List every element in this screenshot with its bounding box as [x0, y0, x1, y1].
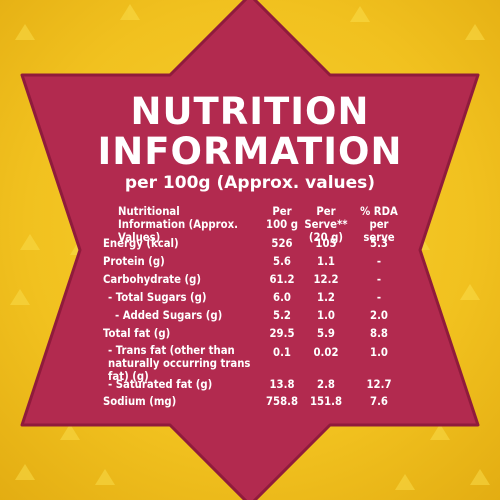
title-line-2: INFORMATION — [97, 130, 403, 173]
row-per-serve: 12.2 — [313, 272, 339, 286]
row-per-100g: 526 — [271, 236, 293, 250]
header-rda: % RDA per serve — [360, 204, 398, 244]
row-rda: 2.0 — [370, 308, 388, 322]
row-name: - Added Sugars (g) — [115, 308, 223, 322]
row-name: Protein (g) — [103, 254, 165, 268]
row-name: Sodium (mg) — [103, 394, 177, 408]
row-per-100g: 29.5 — [269, 326, 295, 340]
row-name: - Trans fat (other than naturally occurr… — [108, 343, 251, 383]
row-per-serve: 105 — [315, 236, 337, 250]
row-per-100g: 5.2 — [273, 308, 291, 322]
row-name: Carbohydrate (g) — [103, 272, 202, 286]
row-rda: 8.8 — [370, 326, 388, 340]
row-rda: 5.3 — [370, 236, 388, 250]
row-rda: - — [376, 272, 382, 286]
title-line-1: NUTRITION — [130, 90, 370, 133]
row-name: Energy (kcal) — [103, 236, 179, 250]
row-per-100g: 13.8 — [269, 377, 295, 391]
row-rda: 1.0 — [370, 345, 388, 359]
row-per-serve: 1.2 — [317, 290, 335, 304]
row-per-serve: 1.0 — [317, 308, 335, 322]
row-per-100g: 0.1 — [273, 345, 291, 359]
header-nutrient: Nutritional Information (Approx. Values) — [118, 204, 238, 244]
star-shape — [20, 0, 480, 500]
row-name: - Total Sugars (g) — [108, 290, 207, 304]
row-rda: 7.6 — [370, 394, 388, 408]
row-rda: - — [376, 290, 382, 304]
subtitle: per 100g (Approx. values) — [124, 173, 376, 193]
row-per-100g: 5.6 — [273, 254, 291, 268]
row-rda: 12.7 — [366, 377, 392, 391]
row-per-serve: 1.1 — [317, 254, 335, 268]
row-per-100g: 61.2 — [269, 272, 295, 286]
header-per-serve: Per Serve** (20 g) — [304, 204, 348, 244]
row-per-100g: 6.0 — [273, 290, 291, 304]
row-rda: - — [376, 254, 382, 268]
row-per-serve: 2.8 — [317, 377, 335, 391]
row-name: Total fat (g) — [103, 326, 171, 340]
row-per-serve: 151.8 — [309, 394, 343, 408]
background-triangle-pattern — [10, 4, 490, 490]
row-per-100g: 758.8 — [265, 394, 299, 408]
header-per-100g: Per 100 g — [266, 204, 298, 231]
row-per-serve: 0.02 — [313, 345, 339, 359]
row-name: - Saturated fat (g) — [108, 377, 213, 391]
row-per-serve: 5.9 — [317, 326, 335, 340]
